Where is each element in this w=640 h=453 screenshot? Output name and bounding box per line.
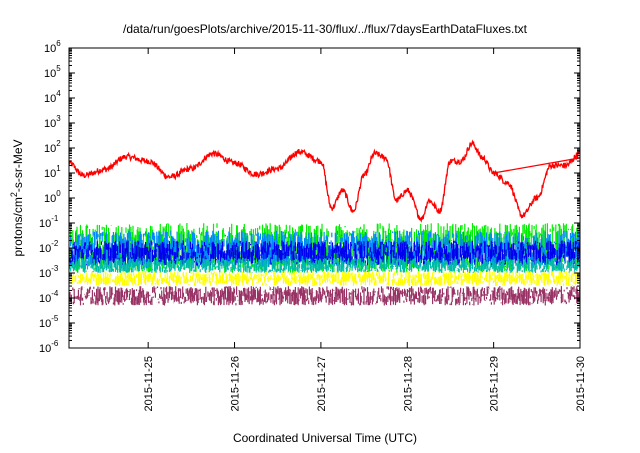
y-axis-label: protons/cm2-s-sr-MeV bbox=[9, 139, 25, 256]
series-band-5 bbox=[69, 258, 581, 273]
series-band-4 bbox=[69, 240, 581, 266]
series-layer bbox=[68, 139, 581, 306]
y-tick-label: 10-4 bbox=[39, 289, 59, 305]
series-line-0 bbox=[68, 139, 580, 223]
y-tick-label: 102 bbox=[44, 139, 61, 155]
series-band-7 bbox=[69, 286, 581, 306]
x-tick-label: 2015-11-26 bbox=[230, 356, 242, 411]
series-line-1 bbox=[493, 157, 581, 174]
y-tick-label: 10-6 bbox=[39, 339, 59, 355]
y-tick-label: 105 bbox=[44, 64, 61, 80]
y-tick-label: 101 bbox=[44, 164, 61, 180]
x-tick-label: 2015-11-30 bbox=[575, 356, 587, 411]
series-band-6 bbox=[69, 271, 581, 287]
chart-title: /data/run/goesPlots/archive/2015-11-30/f… bbox=[123, 22, 528, 36]
y-tick-label: 10-2 bbox=[39, 239, 59, 255]
y-tick-label: 104 bbox=[44, 89, 61, 105]
y-tick-label: 10-5 bbox=[39, 314, 59, 330]
x-tick-label: 2015-11-28 bbox=[402, 356, 414, 411]
x-tick-label: 2015-11-29 bbox=[489, 356, 501, 411]
y-tick-label: 103 bbox=[44, 114, 61, 130]
x-axis-label: Coordinated Universal Time (UTC) bbox=[233, 431, 417, 445]
y-tick-label: 10-1 bbox=[39, 214, 59, 230]
x-tick-label: 2015-11-27 bbox=[316, 356, 328, 411]
x-axis: 2015-11-25 2015-11-26 2015-11-27 2015-11-28… bbox=[143, 48, 587, 411]
y-tick-label: 100 bbox=[44, 189, 61, 205]
y-tick-label: 10-3 bbox=[39, 264, 59, 280]
series-band-3 bbox=[69, 230, 581, 269]
x-tick-label: 2015-11-25 bbox=[143, 356, 155, 411]
y-tick-label: 106 bbox=[44, 39, 61, 55]
y-axis: 10-6 10-5 10-4 10-3 10-2 10-1 100 101 102 103 104 1… bbox=[39, 39, 580, 355]
